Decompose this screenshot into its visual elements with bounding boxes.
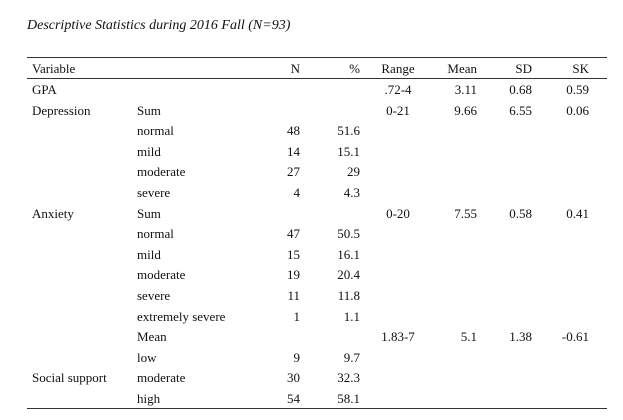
sk-cell: 0.59 <box>566 82 589 97</box>
n-cell: 27 <box>287 164 300 180</box>
subcategory-cell: normal <box>137 123 174 139</box>
subcategory-cell: normal <box>137 226 174 242</box>
variable-cell: Social support <box>32 370 107 386</box>
n-cell: 47 <box>287 226 300 242</box>
sd-cell: 6.55 <box>509 102 532 118</box>
subcategory-cell: extremely severe <box>137 308 226 324</box>
range-cell: 1.83-7 <box>381 329 415 345</box>
n-cell: 9 <box>293 349 301 365</box>
n-cell: 30 <box>287 370 300 386</box>
subcategory-cell: mild <box>137 246 161 262</box>
percent-cell: 11.8 <box>337 288 360 303</box>
bottom-rule <box>27 408 607 409</box>
n-cell: 4 <box>293 185 301 200</box>
percent-cell: 58.1 <box>337 391 360 406</box>
subcategory-cell: severe <box>137 185 171 200</box>
subcategory-cell: Sum <box>137 205 161 221</box>
subcategory-cell: low <box>137 349 157 365</box>
header-range: Range <box>381 61 415 76</box>
n-cell: 54 <box>287 391 300 406</box>
percent-cell: 4.3 <box>343 185 360 200</box>
range-cell: 0-21 <box>386 102 410 118</box>
n-cell: 1 <box>293 308 301 324</box>
subcategory-cell: moderate <box>137 267 186 283</box>
percent-cell: 15.1 <box>337 143 360 159</box>
n-cell: 15 <box>287 246 300 262</box>
range-cell: 0-20 <box>386 205 410 221</box>
n-cell: 48 <box>287 123 300 139</box>
percent-cell: 51.6 <box>337 123 360 139</box>
sd-cell: 0.58 <box>509 205 532 221</box>
subcategory-cell: severe <box>137 288 171 303</box>
variable-cell: Anxiety <box>32 205 74 221</box>
subcategory-cell: mild <box>137 143 161 159</box>
header-rule <box>27 78 607 79</box>
mean-cell: 3.11 <box>454 82 477 97</box>
n-cell: 19 <box>287 267 300 283</box>
sk-cell: 0.41 <box>566 205 589 221</box>
subcategory-cell: moderate <box>137 370 186 386</box>
variable-cell: Depression <box>32 102 91 118</box>
n-cell: 11 <box>287 288 300 303</box>
subcategory-cell: Mean <box>137 329 167 345</box>
header-sk: SK <box>572 61 589 76</box>
percent-cell: 16.1 <box>337 246 360 262</box>
top-rule <box>27 57 607 58</box>
percent-cell: 32.3 <box>337 370 360 386</box>
subcategory-cell: Sum <box>137 102 161 118</box>
sd-cell: 0.68 <box>509 82 532 97</box>
sk-cell: -0.61 <box>561 329 589 345</box>
header-variable: Variable <box>32 61 76 76</box>
percent-cell: 29 <box>347 164 360 180</box>
percent-cell: 1.1 <box>343 308 360 324</box>
header-n: N <box>290 61 300 76</box>
percent-cell: 50.5 <box>337 226 360 242</box>
percent-cell: 9.7 <box>343 349 360 365</box>
mean-cell: 7.55 <box>454 205 477 221</box>
subcategory-cell: high <box>137 391 161 406</box>
header-percent: % <box>349 61 360 76</box>
subcategory-cell: moderate <box>137 164 186 180</box>
table-title: Descriptive Statistics during 2016 Fall … <box>27 18 291 33</box>
percent-cell: 20.4 <box>337 267 360 283</box>
mean-cell: 9.66 <box>454 102 477 118</box>
header-sd: SD <box>515 61 532 76</box>
n-cell: 14 <box>287 143 300 159</box>
variable-cell: GPA <box>32 82 57 97</box>
sd-cell: 1.38 <box>509 329 532 345</box>
sk-cell: 0.06 <box>566 102 589 118</box>
mean-cell: 5.1 <box>460 329 477 345</box>
header-mean: Mean <box>447 61 477 76</box>
range-cell: .72-4 <box>384 82 412 97</box>
